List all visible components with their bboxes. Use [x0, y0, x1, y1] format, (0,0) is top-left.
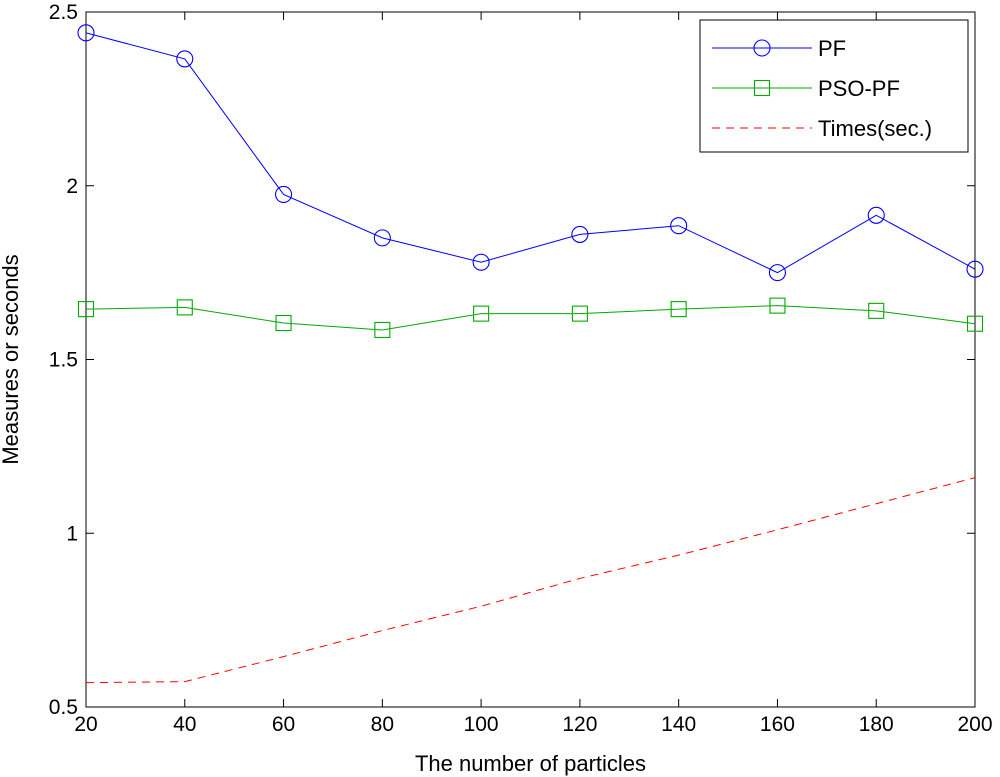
data-point	[571, 305, 588, 322]
y-tick-label: 1.5	[49, 349, 78, 372]
series-line	[85, 305, 976, 331]
series-times-sec	[85, 477, 976, 684]
x-tick-label: 140	[661, 713, 696, 736]
data-point	[77, 301, 95, 318]
x-axis-title: The number of particles	[415, 751, 646, 776]
legend: PF PSO-PF Times(sec.)	[699, 19, 969, 153]
x-tick-label: 20	[74, 713, 97, 736]
series-line	[85, 32, 976, 274]
x-tick-label: 160	[760, 713, 795, 736]
legend-item: PF	[712, 36, 846, 61]
x-axis: 20 40 60 80 100 120 140 160 180 200	[74, 12, 993, 736]
data-point	[373, 229, 391, 247]
data-point	[769, 297, 786, 314]
data-point	[374, 321, 391, 339]
data-point	[571, 225, 589, 243]
y-tick-label: 1	[66, 522, 78, 545]
legend-label: Times(sec.)	[818, 116, 932, 141]
y-tick-label: 0.5	[49, 696, 78, 719]
data-point	[966, 315, 984, 332]
x-tick-label: 60	[272, 713, 295, 736]
data-point	[670, 217, 688, 235]
legend-box	[699, 19, 969, 153]
x-tick-label: 40	[173, 713, 196, 736]
data-point	[176, 50, 194, 68]
legend-swatch-marker	[753, 79, 771, 97]
legend-label: PSO-PF	[818, 76, 900, 101]
data-point	[670, 301, 687, 318]
legend-item: PSO-PF	[712, 76, 900, 101]
legend-label: PF	[818, 36, 846, 61]
data-point	[867, 206, 885, 224]
data-point	[473, 305, 490, 322]
data-point	[176, 299, 193, 316]
data-point	[275, 185, 293, 203]
data-point	[275, 314, 292, 332]
y-tick-label: 2	[66, 175, 78, 198]
data-point	[472, 253, 490, 271]
legend-swatch-marker	[753, 39, 771, 57]
data-point	[768, 264, 786, 282]
x-tick-label: 100	[464, 713, 499, 736]
x-tick-label: 200	[957, 713, 992, 736]
x-tick-label: 180	[859, 713, 894, 736]
x-tick-label: 120	[562, 713, 597, 736]
series-pso-pf	[77, 297, 984, 339]
y-axis-title: Measures or seconds	[0, 254, 23, 464]
y-tick-label: 2.5	[49, 1, 78, 24]
legend-item: Times(sec.)	[712, 116, 932, 141]
series-pf	[77, 24, 984, 282]
y-axis: 0.5 1 1.5 2 2.5	[49, 1, 975, 719]
data-point	[966, 260, 984, 278]
series-layer	[77, 24, 984, 684]
series-line	[85, 477, 976, 684]
data-point	[868, 302, 885, 319]
x-tick-label: 80	[371, 713, 394, 736]
data-point	[77, 24, 95, 42]
